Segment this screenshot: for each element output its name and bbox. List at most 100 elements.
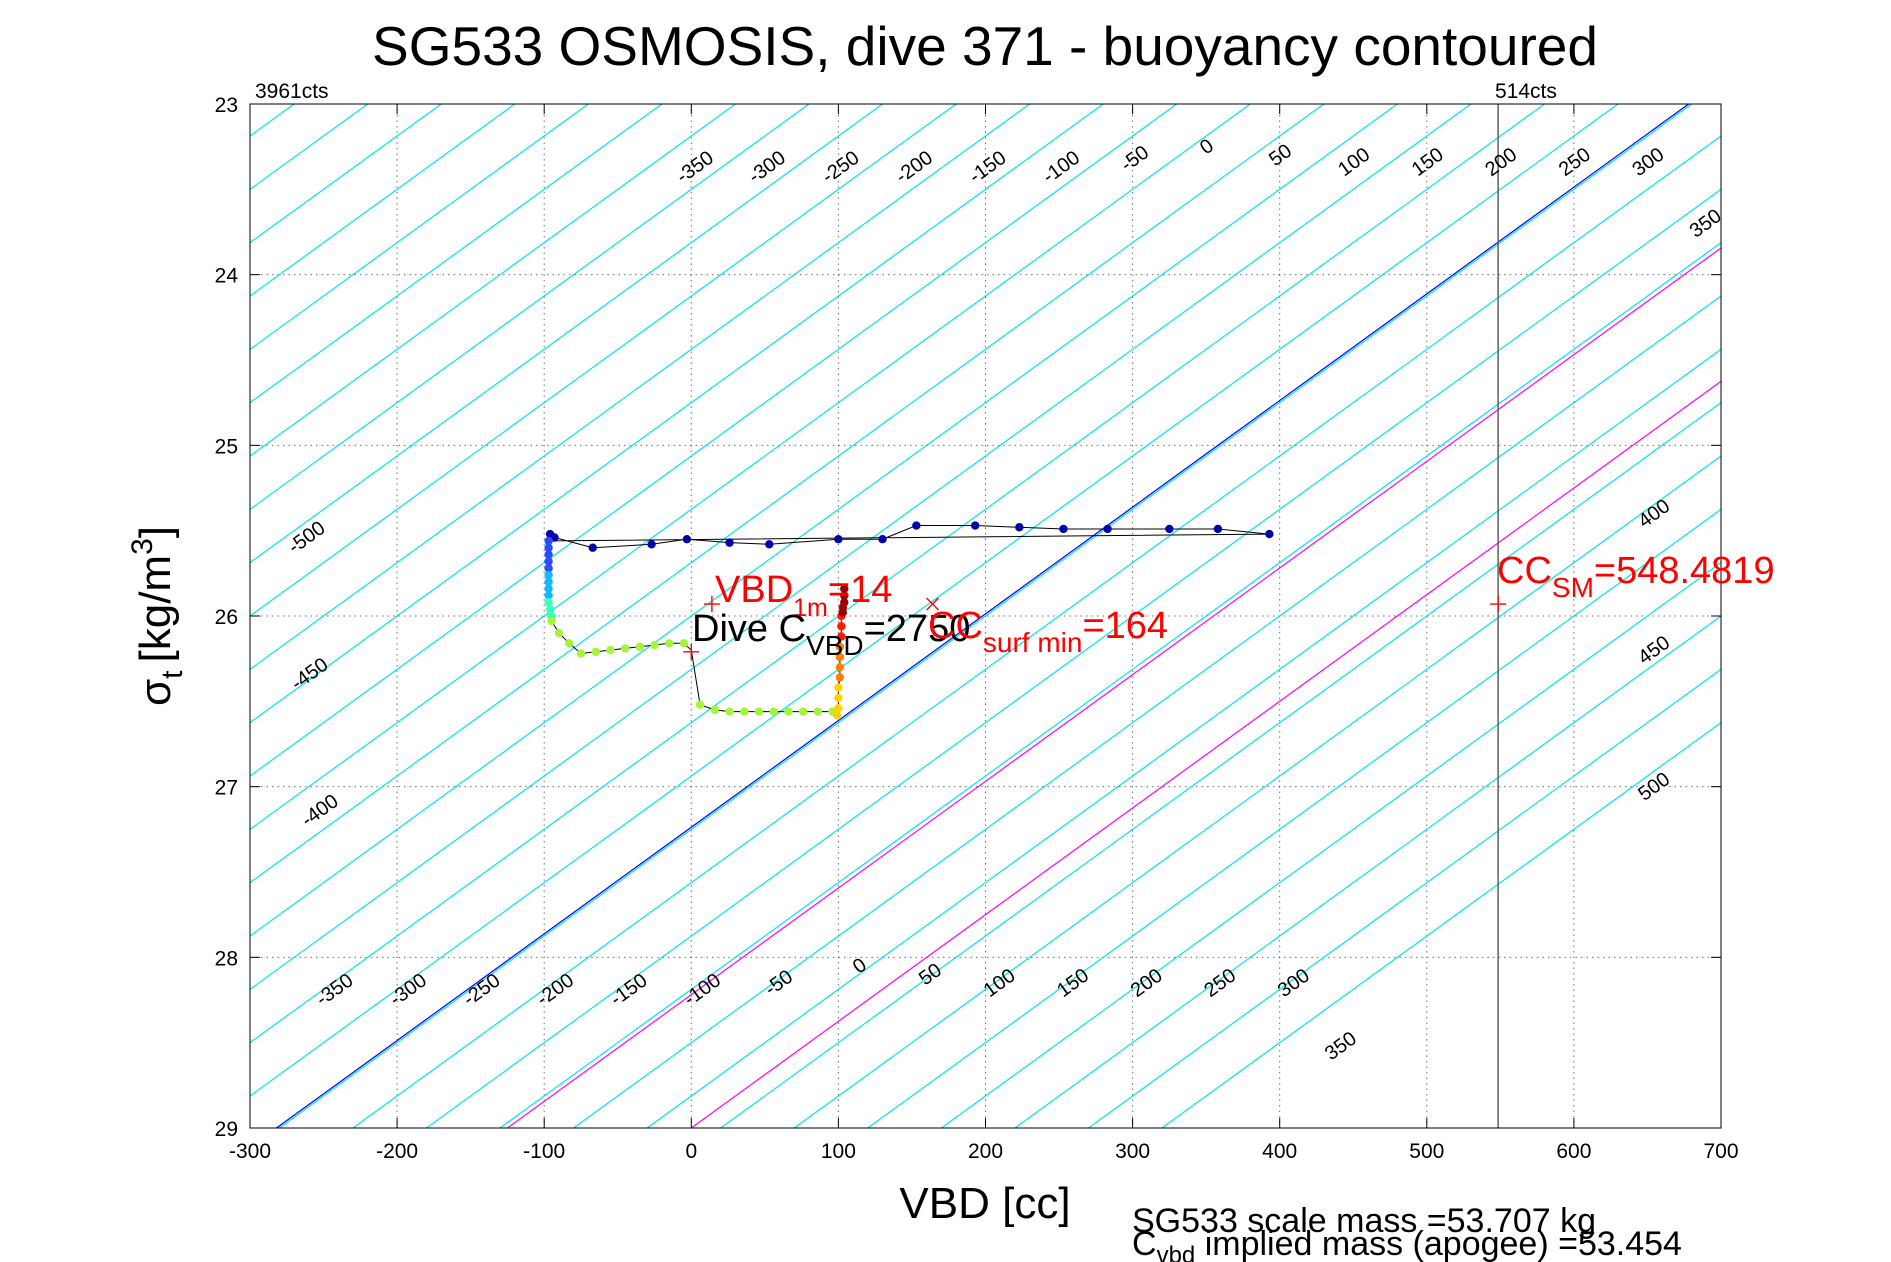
axis-ticks: -300 -200 -100 0 100 200 300 400 500 600 700232425… bbox=[215, 94, 1739, 1163]
trace-point bbox=[1265, 529, 1274, 539]
isoline-label: 0 bbox=[849, 954, 871, 978]
isoline-label: -200 bbox=[533, 969, 578, 1010]
isoline-label: 500 bbox=[1634, 768, 1674, 805]
implied-mass-label: Cvbd implied mass (apogee) =53.454 bbox=[1132, 1225, 1682, 1262]
trace-point bbox=[544, 536, 553, 546]
isoline-label: -150 bbox=[606, 969, 651, 1010]
x-tick-label: -100 bbox=[523, 1140, 565, 1163]
trace-point bbox=[545, 604, 555, 614]
buoyancy-isoline bbox=[499, 241, 1721, 1128]
trace-point bbox=[765, 540, 774, 549]
isoline-label: -350 bbox=[672, 147, 717, 188]
counts-right-label: 514cts bbox=[1495, 80, 1557, 103]
trace-point bbox=[620, 644, 630, 653]
buoyancy-isoline bbox=[250, 104, 883, 564]
isoline-label: -50 bbox=[1117, 141, 1153, 176]
y-tick-label: 27 bbox=[215, 777, 238, 800]
trace-point bbox=[725, 538, 734, 547]
isoline-label: -500 bbox=[284, 517, 329, 558]
y-axis-label: σt [kg/m3] bbox=[126, 526, 189, 706]
buoyancy-isoline bbox=[250, 104, 1398, 937]
trace-point bbox=[679, 639, 689, 648]
x-tick-label: 200 bbox=[968, 1140, 1003, 1163]
trace-point bbox=[1059, 524, 1068, 534]
dive-trace bbox=[544, 521, 1274, 720]
y-tick-label: 28 bbox=[215, 947, 238, 970]
isoline-label: -150 bbox=[965, 147, 1010, 188]
buoyancy-isoline bbox=[250, 104, 1178, 777]
buoyancy-isoline bbox=[867, 508, 1721, 1128]
trace-point bbox=[710, 705, 720, 715]
buoyancy-isoline bbox=[573, 295, 1721, 1128]
trace-point bbox=[769, 707, 778, 716]
isoline-label: -400 bbox=[297, 790, 342, 831]
isoline-label: 350 bbox=[1321, 1028, 1361, 1065]
x-tick-label: -200 bbox=[376, 1140, 418, 1163]
trace-point bbox=[754, 707, 764, 716]
buoyancy-isoline bbox=[250, 104, 589, 351]
trace-point bbox=[835, 673, 845, 682]
buoyancy-isoline bbox=[0, 104, 221, 1128]
trace-point bbox=[835, 642, 845, 651]
trace-point bbox=[606, 645, 615, 655]
trace-point bbox=[834, 693, 843, 703]
buoyancy-isoline bbox=[646, 348, 1721, 1128]
isoline-label: -200 bbox=[892, 147, 937, 188]
trace-point bbox=[834, 683, 843, 692]
isoline-label: 250 bbox=[1200, 965, 1240, 1002]
y-axis-label-sup: 3 bbox=[126, 538, 159, 555]
y-tick-label: 29 bbox=[215, 1118, 238, 1141]
trace-point bbox=[544, 591, 553, 600]
buoyancy-isoline bbox=[250, 104, 1619, 1097]
chart-title: SG533 OSMOSIS, dive 371 - buoyancy conto… bbox=[372, 15, 1598, 77]
x-tick-label: 500 bbox=[1409, 1140, 1444, 1163]
trace-point bbox=[650, 640, 659, 650]
dive-c-vbd-marker bbox=[683, 643, 700, 660]
buoyancy-isoline bbox=[1014, 615, 1721, 1128]
trace-point bbox=[837, 632, 846, 641]
trace-point bbox=[912, 521, 921, 530]
trace-point bbox=[576, 649, 586, 658]
trace-point bbox=[647, 540, 656, 549]
trace-point bbox=[832, 710, 842, 720]
isoline-label: -350 bbox=[312, 969, 357, 1010]
isoline-label: 250 bbox=[1555, 144, 1595, 181]
isoline-label: 200 bbox=[1481, 144, 1521, 181]
trace-point bbox=[725, 707, 734, 716]
isoline-label: 150 bbox=[1053, 965, 1093, 1002]
buoyancy-isoline bbox=[1088, 668, 1721, 1128]
trace-point bbox=[834, 703, 843, 713]
trace-point bbox=[1165, 524, 1174, 534]
magenta-isoline bbox=[507, 247, 1721, 1128]
x-tick-label: 100 bbox=[821, 1140, 856, 1163]
trace-point bbox=[544, 584, 553, 593]
cc-surf-min-label: CCsurf min=164 bbox=[928, 605, 1168, 658]
trace-point bbox=[544, 550, 553, 559]
trace-point bbox=[591, 647, 600, 657]
isoline-label: 0 bbox=[1196, 135, 1218, 159]
isoline-label: -250 bbox=[818, 147, 863, 188]
buoyancy-isoline bbox=[250, 104, 810, 511]
buoyancy-isoline bbox=[1161, 721, 1721, 1128]
trace-point bbox=[682, 535, 692, 544]
trace-point bbox=[1213, 524, 1223, 534]
trace-point bbox=[695, 700, 705, 709]
vbd-1m-marker bbox=[703, 596, 720, 613]
buoyancy-isoline bbox=[250, 104, 369, 191]
buoyancy-isoline bbox=[941, 561, 1721, 1128]
x-tick-label: 400 bbox=[1262, 1140, 1297, 1163]
vbd-1m-label: VBD1m=14 bbox=[715, 569, 892, 622]
isoline-label: 300 bbox=[1628, 144, 1668, 181]
trace-point bbox=[588, 543, 597, 552]
buoyancy-isoline bbox=[426, 188, 1721, 1128]
y-tick-label: 23 bbox=[215, 94, 238, 117]
trace-point bbox=[1103, 524, 1112, 534]
isoline-label: 50 bbox=[1265, 140, 1296, 171]
isoline-label: -300 bbox=[745, 147, 790, 188]
trace-point bbox=[835, 663, 845, 672]
dive-c-vbd-label: Dive CVBD=2750 bbox=[692, 608, 970, 661]
buoyancy-isoline bbox=[250, 104, 1104, 724]
y-axis-label-symbol: σ bbox=[131, 679, 180, 706]
isoline-label: -250 bbox=[459, 969, 504, 1010]
